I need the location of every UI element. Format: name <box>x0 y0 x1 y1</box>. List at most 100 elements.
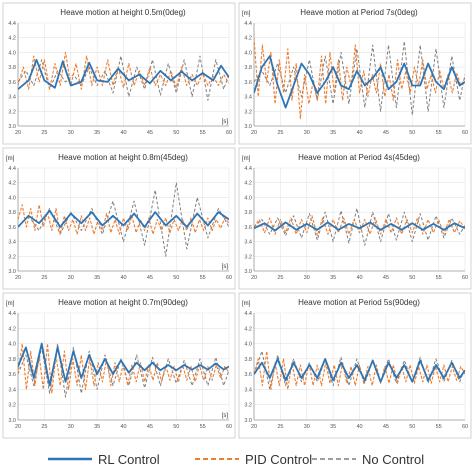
x-tick-label: 50 <box>409 275 415 281</box>
y-unit-label: [m] <box>242 156 251 162</box>
y-tick-label: 3.0 <box>8 124 16 130</box>
x-tick-label: 40 <box>356 275 362 281</box>
x-tick-label: 30 <box>68 130 74 136</box>
y-unit-label: [m] <box>6 156 15 162</box>
y-tick-label: 4.0 <box>244 195 252 201</box>
y-tick-label: 3.2 <box>8 109 16 115</box>
x-unit-label: [s] <box>222 264 229 270</box>
y-unit-label: [m] <box>6 301 15 307</box>
x-tick-label: 50 <box>173 275 179 281</box>
x-tick-label: 35 <box>94 275 100 281</box>
y-tick-label: 4.0 <box>8 50 16 56</box>
legend-label-rl: RL Control <box>98 452 160 467</box>
y-tick-label: 3.6 <box>244 225 252 231</box>
series-line-pid-control <box>254 350 465 390</box>
y-tick-label: 3.6 <box>244 372 252 378</box>
series-line-rl-control <box>18 209 229 228</box>
x-tick-label: 60 <box>462 275 468 281</box>
x-tick-label: 25 <box>41 130 47 136</box>
y-tick-label: 3.0 <box>244 124 252 130</box>
x-tick-label: 35 <box>330 275 336 281</box>
series-line-rl-control <box>18 58 229 90</box>
x-tick-label: 20 <box>15 275 21 281</box>
y-tick-label: 3.4 <box>244 240 252 246</box>
y-tick-label: 4.2 <box>244 181 252 187</box>
y-tick-label: 3.8 <box>244 210 252 216</box>
panel-frame <box>238 147 472 290</box>
x-tick-label: 55 <box>200 130 206 136</box>
x-tick-label: 30 <box>68 275 74 281</box>
panel-4: Heave motion at Period 4s(45deg) 20 25 30 35… <box>238 147 472 290</box>
x-tick-label: 25 <box>41 275 47 281</box>
x-tick-label: 25 <box>277 424 283 430</box>
x-tick-label: 45 <box>147 424 153 430</box>
x-tick-label: 60 <box>462 130 468 136</box>
y-tick-label: 3.6 <box>8 80 16 86</box>
panel-title: Heave motion at Period 5s(90deg) <box>298 298 420 307</box>
y-tick-label: 4.0 <box>244 342 252 348</box>
series-line-rl-control <box>254 358 465 383</box>
series-line-rl-control <box>18 342 229 387</box>
y-tick-label: 3.4 <box>244 387 252 393</box>
y-tick-label: 3.8 <box>8 210 16 216</box>
panel-title: Heave motion at Period 4s(45deg) <box>298 153 420 162</box>
x-tick-label: 30 <box>68 424 74 430</box>
y-tick-label: 3.4 <box>8 95 16 101</box>
series-line-pid-control <box>18 343 229 394</box>
y-tick-label: 4.0 <box>8 195 16 201</box>
series-line-rl-control <box>254 221 465 232</box>
panel-title: Heave motion at height 0.7m(90deg) <box>58 298 188 307</box>
x-tick-label: 55 <box>200 424 206 430</box>
x-tick-label: 40 <box>120 424 126 430</box>
x-tick-label: 25 <box>277 130 283 136</box>
series-line-pid-control <box>18 51 229 90</box>
panel-title: Heave motion at height 0.8m(45deg) <box>58 153 188 162</box>
y-tick-label: 3.2 <box>8 254 16 260</box>
x-tick-label: 20 <box>15 130 21 136</box>
legend-label-no: No Control <box>362 452 424 467</box>
x-tick-label: 35 <box>330 130 336 136</box>
y-tick-label: 4.4 <box>244 166 252 172</box>
panel-3: Heave motion at height 0.8m(45deg) 20 25 30… <box>2 147 236 290</box>
x-tick-label: 40 <box>120 275 126 281</box>
x-tick-label: 25 <box>41 424 47 430</box>
x-tick-label: 40 <box>356 424 362 430</box>
y-tick-label: 3.2 <box>244 403 252 409</box>
x-tick-label: 60 <box>462 424 468 430</box>
x-tick-label: 35 <box>330 424 336 430</box>
x-tick-label: 50 <box>173 424 179 430</box>
x-tick-label: 20 <box>15 424 21 430</box>
x-tick-label: 45 <box>147 275 153 281</box>
series-line-pid-control <box>254 37 465 120</box>
y-tick-label: 3.4 <box>244 95 252 101</box>
x-tick-label: 40 <box>356 130 362 136</box>
legend-label-pid: PID Control <box>245 452 312 467</box>
panel-6: Heave motion at Period 5s(90deg) 20 25 30 35… <box>238 292 472 439</box>
y-tick-label: 3.8 <box>244 357 252 363</box>
y-tick-label: 3.8 <box>8 357 16 363</box>
x-tick-label: 25 <box>277 275 283 281</box>
x-tick-label: 30 <box>304 424 310 430</box>
x-tick-label: 45 <box>383 424 389 430</box>
y-tick-label: 4.2 <box>8 36 16 42</box>
x-tick-label: 20 <box>251 130 257 136</box>
series-line-rl-control <box>254 55 465 109</box>
y-tick-label: 3.6 <box>244 80 252 86</box>
y-tick-label: 3.2 <box>8 403 16 409</box>
y-tick-label: 3.8 <box>244 65 252 71</box>
x-tick-label: 50 <box>409 424 415 430</box>
x-tick-label: 55 <box>436 275 442 281</box>
x-tick-label: 55 <box>436 130 442 136</box>
y-tick-label: 3.0 <box>8 269 16 275</box>
panel-5: Heave motion at height 0.7m(90deg) 20 25 30… <box>2 292 236 439</box>
y-tick-label: 3.6 <box>8 225 16 231</box>
y-tick-label: 4.2 <box>244 326 252 332</box>
y-tick-label: 4.4 <box>244 311 252 317</box>
x-tick-label: 50 <box>409 130 415 136</box>
y-tick-label: 4.4 <box>8 21 16 27</box>
panel-1: Heave motion at height 0.5m(0deg) 20 25 30 3… <box>2 2 236 145</box>
x-tick-label: 45 <box>383 275 389 281</box>
x-tick-label: 60 <box>226 130 232 136</box>
x-tick-label: 40 <box>120 130 126 136</box>
